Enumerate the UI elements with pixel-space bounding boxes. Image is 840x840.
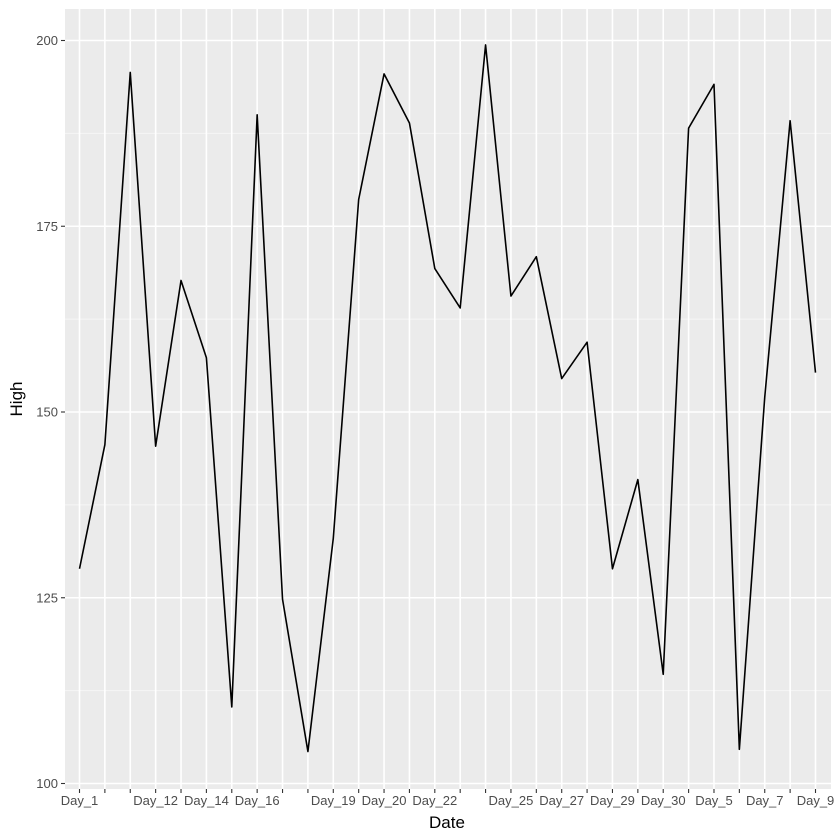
x-tick-label: Day_14 bbox=[184, 793, 229, 808]
x-tick-label: Day_25 bbox=[489, 793, 534, 808]
y-tick-label: 125 bbox=[36, 590, 58, 605]
y-tick-label: 175 bbox=[36, 219, 58, 234]
x-tick-label: Day_29 bbox=[590, 793, 635, 808]
y-tick-label: 150 bbox=[36, 405, 58, 420]
x-axis-title: Date bbox=[429, 813, 465, 832]
major-gridlines bbox=[65, 9, 831, 789]
y-axis-title: High bbox=[7, 382, 26, 417]
x-tick-label: Day_19 bbox=[311, 793, 356, 808]
x-tick-label: Day_16 bbox=[235, 793, 280, 808]
x-tick-label: Day_7 bbox=[746, 793, 784, 808]
x-tick-label: Day_9 bbox=[797, 793, 835, 808]
x-axis: Day_1 Day_12 Day_14 Day_16 Day_19 Day_20 Day_2… bbox=[61, 789, 835, 808]
x-tick-label: Day_27 bbox=[539, 793, 584, 808]
minor-gridlines bbox=[65, 132, 831, 692]
x-tick-label: Day_5 bbox=[695, 793, 733, 808]
plot-panel bbox=[65, 9, 831, 789]
y-tick-label: 200 bbox=[36, 33, 58, 48]
x-tick-label: Day_20 bbox=[362, 793, 407, 808]
x-tick-label: Day_12 bbox=[133, 793, 178, 808]
x-tick-label: Day_22 bbox=[412, 793, 457, 808]
y-axis: 100 125 150 175 200 bbox=[36, 33, 65, 791]
x-tick-label: Day_1 bbox=[61, 793, 99, 808]
series-line bbox=[78, 44, 817, 753]
x-tick-label: Day_30 bbox=[641, 793, 686, 808]
y-tick-label: 100 bbox=[36, 776, 58, 791]
